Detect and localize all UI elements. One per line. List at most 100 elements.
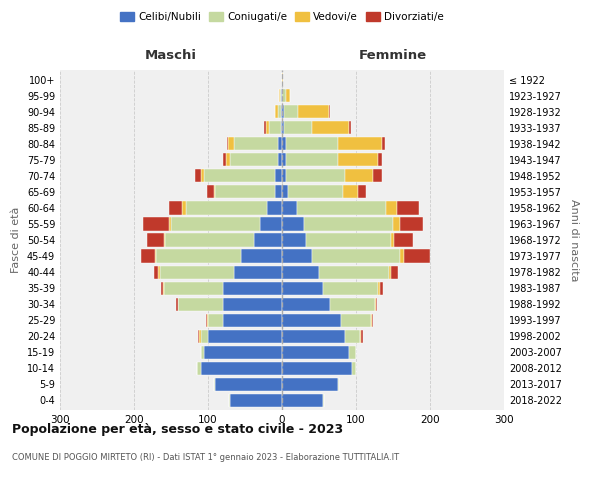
- Bar: [155, 250, 156, 262]
- Bar: [266, 121, 269, 134]
- Bar: [382, 137, 385, 150]
- Bar: [391, 234, 394, 246]
- Bar: [275, 170, 282, 182]
- Bar: [394, 234, 413, 246]
- Bar: [282, 89, 286, 102]
- Bar: [393, 218, 400, 230]
- Bar: [378, 282, 380, 294]
- Bar: [345, 170, 373, 182]
- Bar: [214, 186, 215, 198]
- Bar: [161, 282, 163, 294]
- Bar: [282, 73, 283, 86]
- Bar: [282, 105, 284, 118]
- Bar: [304, 218, 393, 230]
- Bar: [386, 202, 397, 214]
- Bar: [223, 314, 282, 327]
- Bar: [376, 298, 377, 310]
- Bar: [204, 346, 282, 359]
- Bar: [282, 266, 319, 278]
- Bar: [214, 378, 215, 391]
- Bar: [281, 89, 282, 102]
- Bar: [223, 282, 282, 294]
- Bar: [349, 346, 356, 359]
- Bar: [305, 234, 391, 246]
- Bar: [345, 330, 360, 343]
- Bar: [337, 153, 378, 166]
- Bar: [371, 314, 373, 327]
- Bar: [337, 378, 339, 391]
- Bar: [311, 250, 400, 262]
- Text: Maschi: Maschi: [145, 49, 197, 62]
- Bar: [280, 89, 281, 102]
- Bar: [163, 282, 164, 294]
- Bar: [223, 298, 282, 310]
- Bar: [282, 202, 297, 214]
- Bar: [282, 234, 305, 246]
- Bar: [361, 330, 362, 343]
- Bar: [358, 186, 365, 198]
- Bar: [154, 266, 158, 278]
- Bar: [282, 298, 330, 310]
- Bar: [234, 137, 278, 150]
- Bar: [206, 186, 214, 198]
- Bar: [164, 234, 165, 246]
- Bar: [282, 346, 349, 359]
- Bar: [298, 105, 329, 118]
- Bar: [286, 170, 345, 182]
- Bar: [200, 170, 204, 182]
- Bar: [286, 137, 337, 150]
- Bar: [313, 121, 349, 134]
- Bar: [200, 330, 208, 343]
- Bar: [278, 137, 282, 150]
- Bar: [337, 137, 382, 150]
- Bar: [260, 218, 282, 230]
- Bar: [391, 266, 398, 278]
- Bar: [319, 266, 389, 278]
- Bar: [400, 250, 404, 262]
- Bar: [380, 282, 383, 294]
- Bar: [269, 121, 281, 134]
- Bar: [389, 266, 391, 278]
- Bar: [226, 153, 230, 166]
- Bar: [278, 153, 282, 166]
- Y-axis label: Anni di nascita: Anni di nascita: [569, 198, 578, 281]
- Bar: [288, 186, 343, 198]
- Bar: [282, 314, 341, 327]
- Bar: [323, 282, 378, 294]
- Bar: [282, 218, 304, 230]
- Bar: [282, 394, 323, 407]
- Bar: [207, 314, 208, 327]
- Bar: [204, 170, 275, 182]
- Bar: [164, 282, 223, 294]
- Text: Popolazione per età, sesso e stato civile - 2023: Popolazione per età, sesso e stato civil…: [12, 422, 343, 436]
- Text: COMUNE DI POGGIO MIRTETO (RI) - Dati ISTAT 1° gennaio 2023 - Elaborazione TUTTIT: COMUNE DI POGGIO MIRTETO (RI) - Dati IST…: [12, 452, 399, 462]
- Bar: [404, 250, 430, 262]
- Bar: [264, 121, 266, 134]
- Bar: [186, 202, 267, 214]
- Bar: [341, 314, 371, 327]
- Bar: [156, 250, 241, 262]
- Bar: [215, 186, 275, 198]
- Bar: [360, 330, 361, 343]
- Y-axis label: Fasce di età: Fasce di età: [11, 207, 21, 273]
- Bar: [281, 121, 282, 134]
- Bar: [254, 234, 282, 246]
- Bar: [227, 137, 228, 150]
- Bar: [197, 330, 199, 343]
- Bar: [284, 105, 298, 118]
- Bar: [160, 266, 234, 278]
- Text: Femmine: Femmine: [359, 49, 427, 62]
- Bar: [165, 234, 254, 246]
- Bar: [267, 202, 282, 214]
- Bar: [158, 266, 160, 278]
- Bar: [278, 105, 281, 118]
- Bar: [200, 362, 282, 375]
- Bar: [230, 153, 278, 166]
- Bar: [286, 153, 337, 166]
- Bar: [286, 89, 290, 102]
- Bar: [282, 362, 352, 375]
- Bar: [343, 186, 358, 198]
- Bar: [378, 153, 382, 166]
- Bar: [400, 218, 422, 230]
- Bar: [352, 362, 356, 375]
